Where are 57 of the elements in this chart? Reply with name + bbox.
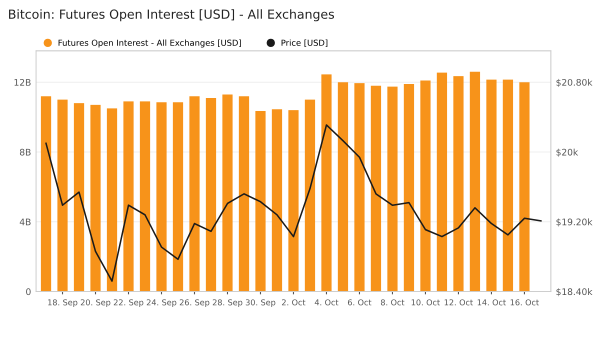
x-tick-label: 4. Oct (314, 299, 338, 306)
y-tick-label: 8B (20, 148, 31, 156)
y-tick-label: 12B (14, 78, 31, 86)
bar (255, 111, 266, 292)
x-tick-label: 20. Sep (80, 299, 110, 307)
bar (370, 86, 382, 292)
line-series (45, 124, 542, 282)
bar (519, 82, 530, 292)
x-tick-label: 6. Oct (348, 299, 372, 306)
x-tick-label: 22. Sep (114, 299, 144, 307)
bar (420, 80, 431, 292)
x-tick-label: 8. Oct (380, 299, 404, 306)
bar (288, 110, 299, 292)
chart-title: Bitcoin: Futures Open Interest [USD] - All Exchanges (9, 9, 334, 22)
legend-label: Price [USD] (282, 39, 328, 47)
x-tick-label: 24. Sep (146, 299, 176, 307)
x-tick-label: 10. Oct (412, 299, 440, 306)
y2-tick-label: $19.20k (556, 218, 592, 227)
bar (470, 72, 480, 292)
x-tick-label: 16. Oct (510, 299, 539, 306)
y2-tick-label: $18.40k (556, 288, 592, 296)
bar (74, 103, 84, 292)
bar (123, 101, 134, 292)
x-tick-label: 28. Sep (212, 299, 242, 307)
x-tick-label: 2. Oct (282, 299, 306, 306)
bar (338, 82, 348, 292)
bar (304, 100, 316, 292)
bar (436, 72, 448, 292)
bar (387, 86, 398, 292)
bar (238, 96, 250, 292)
bar (206, 98, 216, 292)
bar (106, 108, 118, 292)
bar (453, 76, 464, 292)
bar (156, 102, 167, 292)
y-tick-label: 4B (20, 218, 31, 226)
bar (40, 96, 52, 292)
x-tick-label: 12. Oct (444, 299, 473, 306)
y2-tick-label: $20.80k (556, 78, 592, 87)
bar (354, 83, 365, 292)
bar (57, 100, 68, 292)
bar (90, 104, 101, 292)
bar (502, 80, 514, 292)
legend-label: Futures Open Interest - All Exchanges [USD] (58, 39, 241, 48)
bar (321, 74, 332, 292)
bar (404, 84, 414, 292)
y2-tick-label: $20k (556, 148, 578, 157)
bar (222, 94, 233, 292)
y-tick-label: 0 (26, 288, 31, 296)
x-tick-label: 14. Oct (478, 299, 506, 306)
x-tick-label: 26. Sep (180, 299, 210, 307)
bar (140, 101, 150, 292)
bar (189, 96, 200, 292)
x-tick-label: 30. Sep (246, 299, 276, 307)
x-tick-label: 18. Sep (48, 299, 78, 307)
bar (172, 102, 184, 292)
bar (272, 109, 282, 292)
bar (486, 80, 497, 292)
